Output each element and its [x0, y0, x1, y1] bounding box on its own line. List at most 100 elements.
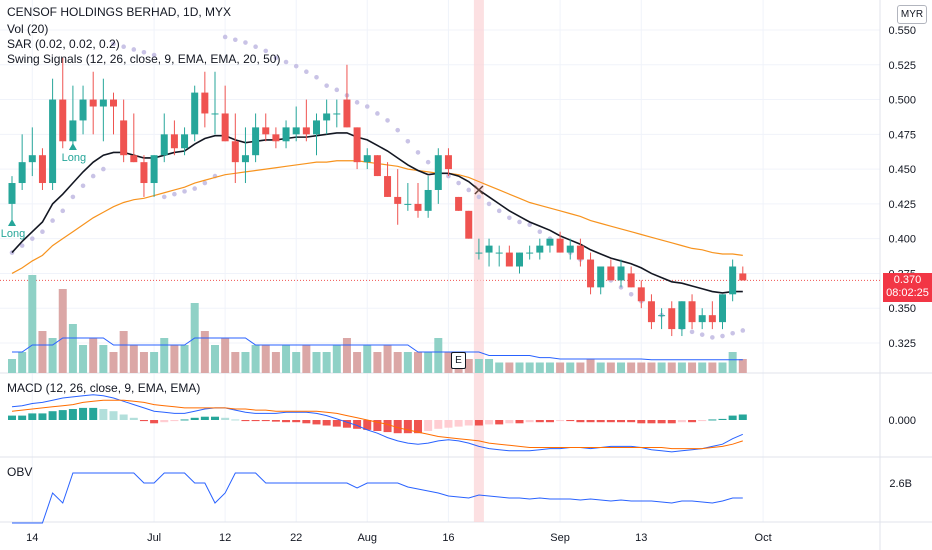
macd-histogram-bar [99, 409, 108, 420]
candle [18, 134, 26, 190]
macd-histogram-bar [525, 420, 534, 423]
sar-dot [415, 150, 421, 155]
candle [698, 308, 706, 330]
indicator-obv[interactable]: OBV [7, 465, 33, 479]
macd-histogram-bar [495, 420, 504, 425]
candle-body [485, 245, 493, 253]
volume-bar [647, 362, 656, 373]
candle [353, 127, 361, 170]
sar-dot [161, 194, 167, 200]
candle-body [576, 245, 584, 260]
candle-body [394, 196, 402, 204]
macd-histogram-bar [251, 420, 260, 422]
candle-body [637, 287, 645, 302]
candle-body [8, 183, 16, 204]
candle [292, 106, 300, 142]
volume-bar [363, 345, 372, 373]
volume-bar [292, 352, 301, 373]
volume-bar [261, 345, 270, 373]
volume-bar [211, 345, 219, 373]
candle-body [241, 155, 249, 163]
macd-histogram-bar [688, 420, 697, 423]
candle-body [475, 252, 483, 254]
sar-dot [628, 292, 634, 297]
candle-body [556, 238, 564, 253]
indicator-sar[interactable]: SAR (0.02, 0.02, 0.2) [7, 37, 120, 51]
macd-histogram-bar [667, 420, 676, 424]
candle [678, 301, 686, 337]
macd-histogram-bar [434, 420, 443, 429]
volume-bar [474, 359, 483, 373]
candle-body [201, 92, 209, 114]
candle [302, 99, 310, 142]
candle-body [272, 134, 280, 142]
macd-histogram-bar [373, 420, 382, 431]
sar-dot [182, 189, 187, 194]
candle [262, 113, 270, 142]
macd-histogram-bar [424, 420, 433, 431]
sar-dot [283, 59, 289, 65]
volume-bar [251, 345, 260, 373]
macd-histogram-bar [68, 409, 77, 420]
sar-dot [618, 285, 624, 290]
candle [394, 169, 402, 225]
candle [729, 259, 737, 302]
swing-signals: Long Long [1, 143, 86, 240]
macd-histogram-bar [150, 420, 159, 424]
candle [49, 78, 57, 190]
candle-body [79, 99, 87, 121]
macd-histogram-bar [231, 419, 240, 421]
candle-body [465, 210, 473, 239]
sar-dot [425, 159, 431, 165]
volume-bar [231, 352, 240, 373]
time-tick-label: Jul [147, 532, 161, 544]
macd-histogram-bar [8, 415, 16, 420]
candle [69, 85, 77, 149]
candle [211, 71, 219, 135]
candle [566, 238, 574, 260]
macd-histogram-bar [718, 418, 727, 420]
candle-body [89, 99, 97, 107]
sar-dot [253, 44, 258, 49]
macd-histogram-bar [211, 416, 219, 420]
macd-histogram-bar [464, 420, 473, 426]
macd-histogram-bar [109, 411, 118, 420]
volume-bar [38, 331, 47, 373]
long-signal-label: Long [1, 228, 25, 240]
candle-body [668, 308, 676, 330]
candle-body [546, 238, 554, 246]
volume-bar [99, 345, 108, 373]
time-tick-label: 14 [26, 532, 38, 544]
candle-body [292, 127, 300, 135]
indicator-volume[interactable]: Vol (20) [7, 22, 49, 36]
volume-bar [68, 324, 77, 373]
time-tick-label: Sep [550, 532, 570, 544]
volume-bar [28, 275, 37, 373]
indicator-macd[interactable]: MACD (12, 26, close, 9, EMA, EMA) [7, 381, 201, 395]
volume-bar [8, 359, 16, 373]
indicator-swing-signals[interactable]: Swing Signals (12, 26, close, 9, EMA, EM… [7, 52, 281, 66]
sar-dot [263, 48, 269, 54]
candle [191, 85, 199, 142]
candle [424, 176, 432, 218]
macd-histogram-bar [545, 420, 554, 423]
volume-bar [617, 362, 625, 373]
macd-histogram-bar [566, 420, 575, 422]
earnings-marker[interactable]: E [451, 352, 466, 369]
macd-histogram-bar [363, 420, 372, 430]
volume-bar [58, 289, 67, 373]
candle-body [688, 301, 696, 323]
currency-button[interactable]: MYR [897, 5, 927, 24]
sar-dot [50, 218, 55, 223]
volume-bar [535, 362, 544, 373]
volume-bar [515, 362, 524, 373]
macd-histogram-bar [129, 417, 138, 420]
volume-bar [627, 362, 636, 373]
candle [282, 120, 290, 149]
candle-body [434, 155, 442, 190]
macd-histogram-bar [556, 420, 565, 422]
candle-body [140, 162, 148, 184]
sar-dot [405, 138, 411, 144]
sar-dot [364, 104, 370, 109]
